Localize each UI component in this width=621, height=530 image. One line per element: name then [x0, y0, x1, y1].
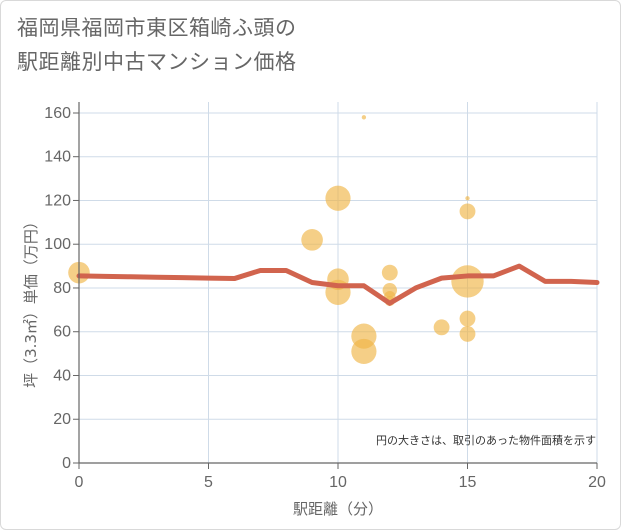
y-tick-label-20: 20 — [53, 411, 71, 428]
y-tick-label-80: 80 — [53, 280, 71, 297]
bubble-point-17 — [459, 325, 476, 342]
y-tick-label-160: 160 — [44, 105, 71, 122]
y-tick-label-140: 140 — [44, 149, 71, 166]
bubble-point-7 — [351, 338, 377, 365]
y-tick-label-60: 60 — [53, 324, 71, 341]
bubble-point-16 — [459, 310, 476, 327]
y-tick-label-100: 100 — [44, 236, 71, 253]
chart-title: 福岡県福岡市東区箱崎ふ頭の 駅距離別中古マンション価格 — [17, 11, 297, 79]
bubble-point-14 — [459, 203, 476, 220]
y-tick-label-120: 120 — [44, 192, 71, 209]
chart-title-line-1: 福岡県福岡市東区箱崎ふ頭の — [17, 16, 297, 40]
y-tick-label-0: 0 — [62, 455, 71, 472]
average-line-layer — [76, 263, 600, 306]
bubble-point-2 — [325, 185, 351, 211]
size-note: 円の大きさは、取引のあった物件面積を示す — [376, 433, 596, 447]
chart-title-line-2: 駅距離別中古マンション価格 — [17, 50, 297, 74]
x-axis-label: 駅距離（分） — [293, 500, 383, 518]
average-price-line-0 — [76, 263, 600, 306]
bubble-point-15 — [451, 265, 484, 298]
x-tick-label-5: 5 — [204, 474, 213, 491]
x-tick-label-10: 10 — [329, 474, 347, 491]
x-tick-label-15: 15 — [459, 474, 477, 491]
y-tick-label-40: 40 — [53, 367, 71, 384]
bubble-point-13 — [465, 196, 470, 201]
x-tick-label-20: 20 — [588, 474, 606, 491]
y-axis-label: 坪（3.3㎡）単価（万円） — [22, 214, 40, 388]
bubble-point-5 — [361, 115, 367, 120]
tick-labels: 0 20 40 60 80 100 120 140 160 0 5 10 15 20 — [44, 105, 606, 491]
bubble-point-8 — [381, 264, 398, 281]
bubble-point-12 — [433, 319, 450, 336]
x-tick-label-0: 0 — [75, 474, 84, 491]
bubble-point-1 — [301, 229, 323, 251]
bubble-layer — [68, 115, 484, 365]
